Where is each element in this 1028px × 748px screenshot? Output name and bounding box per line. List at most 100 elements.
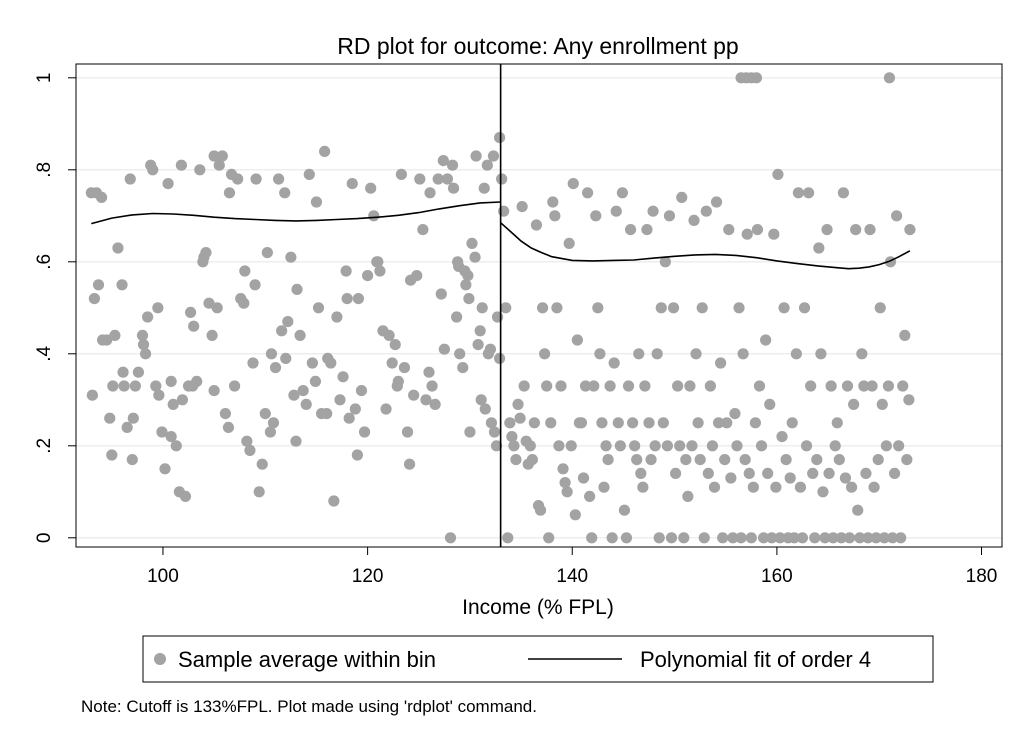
data-point: [843, 532, 856, 544]
data-point: [398, 362, 411, 374]
data-point: [813, 242, 825, 254]
data-point: [408, 389, 420, 401]
data-point: [561, 486, 573, 498]
data-point: [259, 408, 271, 420]
data-point: [321, 408, 333, 420]
data-point: [862, 532, 874, 544]
data-point: [136, 329, 149, 341]
data-point: [211, 302, 223, 314]
data-point: [571, 334, 583, 346]
data-point: [880, 440, 892, 452]
data-point: [482, 348, 494, 360]
data-point: [819, 532, 831, 544]
data-point: [438, 343, 450, 355]
data-point: [490, 440, 503, 452]
data-point: [807, 467, 819, 479]
data-point: [757, 532, 770, 544]
data-point: [627, 417, 639, 429]
data-point: [610, 205, 622, 217]
data-point: [592, 302, 604, 314]
data-point: [878, 532, 890, 544]
data-point: [883, 72, 896, 84]
data-point: [504, 417, 516, 429]
data-point: [649, 440, 661, 452]
fit-line-left: [91, 201, 501, 225]
y-tick-label: .6: [34, 254, 55, 270]
data-point: [667, 302, 680, 314]
data-point: [167, 398, 179, 410]
data-point: [401, 426, 414, 438]
y-tick-label: 1: [34, 73, 55, 84]
data-point: [444, 532, 457, 544]
data-point: [886, 532, 899, 544]
data-point: [116, 279, 128, 291]
data-point: [403, 458, 416, 470]
data-point: [903, 394, 915, 406]
data-point: [786, 417, 798, 429]
data-point: [437, 155, 449, 167]
data-point: [688, 214, 700, 226]
data-point: [261, 247, 273, 259]
data-point: [551, 302, 563, 314]
data-point: [827, 532, 839, 544]
data-point: [117, 366, 129, 378]
data-point: [530, 219, 543, 231]
data-point: [502, 532, 514, 544]
data-point: [590, 210, 602, 222]
x-tick-label: 100: [147, 566, 179, 587]
data-point: [657, 417, 669, 429]
data-point: [223, 187, 236, 199]
data-point: [152, 302, 164, 314]
data-point: [692, 417, 704, 429]
data-point: [306, 357, 318, 369]
data-point: [118, 380, 130, 392]
data-point: [760, 334, 772, 346]
data-point: [303, 168, 315, 180]
data-point: [343, 412, 355, 424]
data-point: [698, 532, 710, 544]
data-point: [555, 380, 567, 392]
data-point: [365, 182, 377, 194]
data-point: [272, 173, 285, 185]
data-point: [340, 265, 352, 277]
data-point: [447, 182, 460, 194]
data-point: [476, 302, 488, 314]
data-point: [147, 164, 159, 176]
data-point: [175, 159, 187, 171]
data-point: [380, 403, 392, 415]
data-point: [608, 357, 620, 369]
data-point: [288, 389, 300, 401]
data-point: [104, 412, 116, 424]
data-point: [282, 316, 294, 328]
data-point: [506, 431, 518, 443]
data-point: [805, 380, 817, 392]
data-point: [328, 495, 340, 507]
data-point: [663, 210, 676, 222]
data-point: [712, 417, 725, 429]
data-point: [429, 398, 441, 410]
data-point: [733, 302, 745, 314]
data-point: [170, 440, 182, 452]
data-point: [294, 329, 306, 341]
data-point: [858, 380, 870, 392]
data-point: [622, 380, 635, 392]
data-point: [594, 348, 606, 360]
y-tick-label: .4: [34, 345, 55, 361]
data-point: [472, 339, 484, 351]
data-point: [696, 302, 708, 314]
data-point: [341, 293, 353, 305]
data-point: [704, 380, 716, 392]
data-point: [790, 348, 802, 360]
data-point: [751, 224, 764, 236]
data-point: [216, 150, 228, 162]
data-point: [423, 366, 435, 378]
legend-label-points: Sample average within bin: [178, 647, 436, 672]
legend: Sample average within bin Polynomial fit…: [142, 635, 934, 683]
data-point: [579, 380, 592, 392]
data-point: [715, 357, 727, 369]
data-point: [97, 334, 109, 346]
data-point: [309, 375, 322, 387]
y-tick-label: .2: [34, 438, 55, 454]
data-point: [823, 467, 835, 479]
